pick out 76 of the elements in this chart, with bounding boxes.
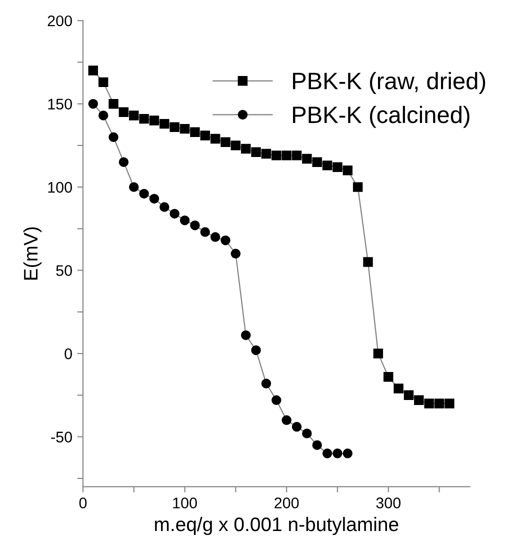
point <box>251 147 261 157</box>
point <box>88 66 98 76</box>
point <box>160 118 170 129</box>
point <box>129 182 139 192</box>
point <box>322 448 332 458</box>
point <box>373 348 384 358</box>
y-tick-label: -50 <box>51 432 72 442</box>
point <box>230 140 241 150</box>
point <box>272 395 282 406</box>
point <box>139 188 149 199</box>
point <box>292 150 302 160</box>
point <box>444 398 454 408</box>
point <box>302 428 312 438</box>
point <box>180 124 190 134</box>
y-tick-label: 150 <box>48 98 72 110</box>
point <box>108 98 118 109</box>
point <box>149 116 160 126</box>
point <box>322 160 332 170</box>
point <box>302 154 312 164</box>
x-tick-label: 200 <box>274 498 299 508</box>
point <box>282 415 292 425</box>
point <box>210 134 220 144</box>
x-tick-label: 300 <box>376 498 401 508</box>
point <box>200 227 210 237</box>
point <box>414 395 424 406</box>
point <box>98 77 108 88</box>
point <box>160 202 170 212</box>
point <box>108 132 118 142</box>
y-tick-label: 100 <box>48 182 72 193</box>
y-tick-label: 50 <box>56 265 72 276</box>
point <box>394 384 404 394</box>
y-tick-label: 200 <box>48 15 72 26</box>
point <box>434 398 444 408</box>
point <box>352 182 363 192</box>
point <box>139 114 149 124</box>
point <box>98 110 108 120</box>
point <box>118 107 129 118</box>
point <box>282 150 292 160</box>
point <box>240 330 251 340</box>
point <box>220 137 230 147</box>
point <box>404 390 414 400</box>
point <box>342 166 353 176</box>
point <box>272 150 282 160</box>
point <box>384 372 394 382</box>
x-tick-label: 0 <box>79 498 87 508</box>
point <box>210 232 220 242</box>
point <box>190 220 200 230</box>
point <box>312 157 322 167</box>
point <box>312 440 322 450</box>
point <box>220 235 230 246</box>
point <box>292 422 302 432</box>
point <box>180 216 190 226</box>
point <box>240 144 251 154</box>
point <box>170 122 180 132</box>
point <box>424 398 434 408</box>
point <box>129 110 139 120</box>
point <box>363 257 373 267</box>
point <box>332 448 342 458</box>
x-axis-title: m.eq/g x 0.001 n-butylamine <box>155 516 398 536</box>
point <box>149 194 160 204</box>
point <box>251 345 261 356</box>
x-tick-label: 100 <box>173 498 197 508</box>
point <box>342 448 353 458</box>
point <box>200 130 210 140</box>
point <box>190 127 200 137</box>
legend-label: PBK-K (raw, dried) <box>293 72 486 94</box>
y-axis-title: E(mV) <box>23 227 42 280</box>
legend-label: PBK-K (calcined) <box>293 106 470 128</box>
point <box>88 98 98 109</box>
point <box>118 157 129 167</box>
y-tick-label: 0 <box>64 348 72 360</box>
point <box>332 162 342 172</box>
point <box>261 378 272 388</box>
point <box>170 208 180 219</box>
point <box>261 148 272 159</box>
point <box>230 248 241 259</box>
